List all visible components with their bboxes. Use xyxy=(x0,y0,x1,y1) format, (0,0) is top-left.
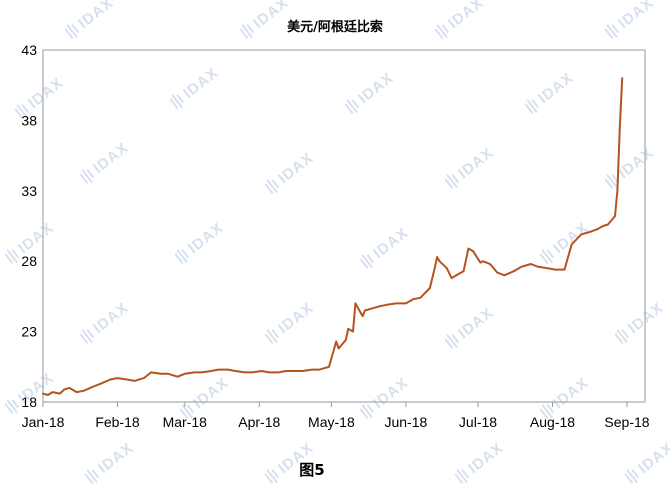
svg-text:IDAX: IDAX xyxy=(615,144,657,182)
svg-text:IDAX: IDAX xyxy=(635,439,670,477)
watermark: IDAX xyxy=(169,64,222,109)
y-tick-label: 38 xyxy=(21,112,37,128)
x-tick-label: Jun-18 xyxy=(384,414,427,430)
watermark: IDAX xyxy=(444,144,497,189)
watermark: IDAX xyxy=(624,439,670,484)
svg-text:IDAX: IDAX xyxy=(15,219,57,257)
svg-text:IDAX: IDAX xyxy=(25,74,67,112)
watermark: IDAX xyxy=(264,299,317,344)
x-axis: Jan-18 Feb-18 Mar-18 Apr-18 May-18 Jun-18 Jul-… xyxy=(22,402,650,430)
svg-text:IDAX: IDAX xyxy=(190,374,232,412)
svg-text:IDAX: IDAX xyxy=(445,0,487,32)
watermark: IDAX xyxy=(444,304,497,349)
watermark: IDAX xyxy=(174,219,227,264)
watermark: IDAX xyxy=(359,224,412,269)
svg-text:IDAX: IDAX xyxy=(625,299,667,337)
x-tick-label: Aug-18 xyxy=(530,414,575,430)
svg-text:IDAX: IDAX xyxy=(95,439,137,477)
y-tick-label: 43 xyxy=(21,42,37,58)
watermark: IDAX xyxy=(79,139,132,184)
watermark: IDAX xyxy=(539,219,592,264)
watermark-layer: IDAX IDAX IDAX IDAX IDAX IDAX IDAX IDAX IDAX IDAX… xyxy=(4,0,670,484)
svg-text:IDAX: IDAX xyxy=(275,299,317,337)
svg-text:IDAX: IDAX xyxy=(90,139,132,177)
x-tick-label: Feb-18 xyxy=(95,414,140,430)
watermark: IDAX xyxy=(604,0,657,39)
watermark: IDAX xyxy=(524,69,577,114)
svg-text:IDAX: IDAX xyxy=(180,64,222,102)
y-tick-label: 33 xyxy=(21,183,37,199)
svg-text:IDAX: IDAX xyxy=(550,374,592,412)
y-tick-label: 18 xyxy=(21,394,37,410)
watermark: IDAX xyxy=(434,0,487,39)
watermark: IDAX xyxy=(79,299,132,344)
series-line-usd-ars xyxy=(42,77,624,396)
x-tick-label: Jan-18 xyxy=(22,414,65,430)
svg-text:IDAX: IDAX xyxy=(455,304,497,342)
svg-text:IDAX: IDAX xyxy=(185,219,227,257)
x-tick-label: Jul-18 xyxy=(459,414,497,430)
x-tick-label: Sep-18 xyxy=(604,414,649,430)
watermark: IDAX xyxy=(239,0,292,39)
figure-caption: 图5 xyxy=(299,461,324,479)
watermark: IDAX xyxy=(64,0,117,39)
x-tick-label: May-18 xyxy=(308,414,355,430)
x-tick-label: Mar-18 xyxy=(163,414,208,430)
svg-text:IDAX: IDAX xyxy=(275,149,317,187)
svg-text:IDAX: IDAX xyxy=(75,0,117,32)
svg-text:IDAX: IDAX xyxy=(355,69,397,107)
chart-title: 美元/阿根廷比索 xyxy=(287,19,383,35)
svg-text:IDAX: IDAX xyxy=(550,219,592,257)
svg-text:IDAX: IDAX xyxy=(90,299,132,337)
y-tick-label: 23 xyxy=(21,324,37,340)
svg-text:IDAX: IDAX xyxy=(250,0,292,32)
watermark: IDAX xyxy=(614,299,667,344)
svg-text:IDAX: IDAX xyxy=(465,439,507,477)
y-axis: 18 23 28 33 38 43 xyxy=(21,42,37,410)
watermark: IDAX xyxy=(454,439,507,484)
watermark: IDAX xyxy=(604,144,657,189)
svg-text:IDAX: IDAX xyxy=(615,0,657,32)
watermark: IDAX xyxy=(84,439,137,484)
watermark: IDAX xyxy=(344,69,397,114)
y-tick-label: 28 xyxy=(21,253,37,269)
svg-text:IDAX: IDAX xyxy=(455,144,497,182)
x-tick-label: Apr-18 xyxy=(238,414,280,430)
watermark: IDAX xyxy=(264,149,317,194)
svg-text:IDAX: IDAX xyxy=(370,224,412,262)
svg-text:IDAX: IDAX xyxy=(535,69,577,107)
plot-frame xyxy=(42,49,646,403)
